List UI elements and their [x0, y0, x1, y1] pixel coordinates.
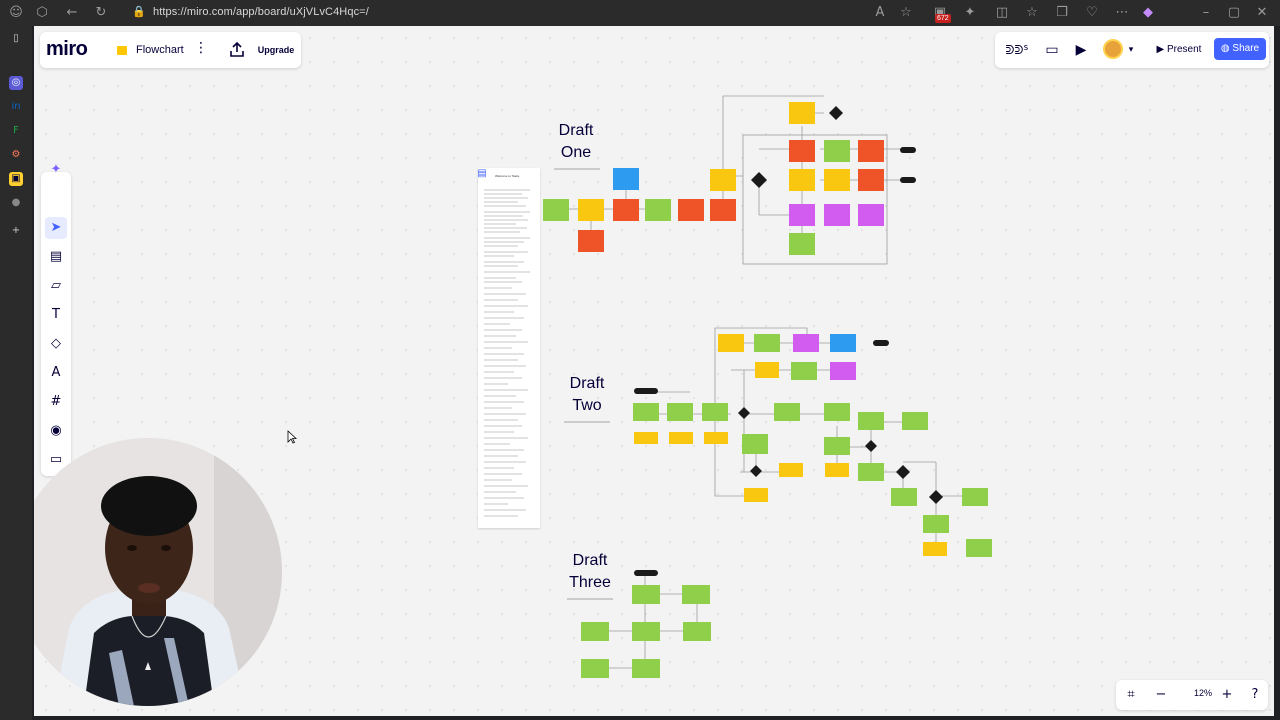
lock-icon: 🔒	[132, 5, 146, 18]
zoom-level[interactable]: 12%	[1194, 688, 1213, 698]
video-call-icon[interactable]: ▶	[1075, 42, 1087, 58]
ai-sparkle-icon[interactable]: ✦	[50, 162, 62, 177]
maximize-icon[interactable]: ▢	[1227, 5, 1241, 20]
document-icon: ▤	[477, 168, 487, 179]
collaboration-bar: ᕲᕲᔆ ▭ ▶ ▾ ▶ Present ◍ Share	[995, 32, 1269, 68]
split-screen-icon[interactable]: ◫	[995, 5, 1009, 20]
doc-text-lines	[484, 189, 530, 517]
url-text: https://miro.com/app/board/uXjVLvC4Hqc=/	[153, 6, 369, 18]
copilot-icon[interactable]: ◆	[1143, 5, 1153, 20]
apps-icon[interactable]: ◉	[50, 423, 62, 438]
sticky-note-icon[interactable]: ▱	[51, 278, 61, 293]
draft-three-label[interactable]: Draft Three	[556, 550, 624, 594]
refresh-icon[interactable]: ↻	[95, 5, 107, 20]
draft-three-line2: Three	[569, 574, 611, 591]
frame-tool-icon[interactable]: #	[50, 394, 62, 409]
collections-icon[interactable]: ❐	[1056, 5, 1068, 20]
browser-essentials-icon[interactable]: ♡	[1086, 5, 1098, 20]
browser-profile-icon[interactable]: ☺	[9, 5, 23, 20]
linkedin-icon[interactable]: in	[11, 101, 21, 112]
browser-sidebar: ▯ ◎ in F ⚙ ▣ ● +	[0, 26, 32, 720]
pen-tool-icon[interactable]: A	[51, 365, 61, 380]
text-tool-icon[interactable]: T	[52, 307, 60, 322]
chevron-down-icon[interactable]: ▾	[1128, 45, 1134, 55]
avatar[interactable]	[1103, 39, 1123, 59]
doc-title: Welcome to Tasks	[495, 174, 520, 178]
board-header: miro Flowchart ⋮ Upgrade	[40, 32, 301, 68]
chat-icon[interactable]: ▭	[1045, 42, 1059, 58]
share-label: Share	[1232, 43, 1260, 54]
zoom-controls: ⌗ − 12% + ?	[1116, 680, 1268, 710]
present-label: Present	[1167, 44, 1202, 55]
extension-badge: 672	[935, 14, 951, 23]
address-bar[interactable]: 🔒 https://miro.com/app/board/uXjVLvC4Hqc…	[122, 3, 964, 23]
board-canvas[interactable]: Welcome to Tasks	[34, 26, 1274, 716]
favorite-star-icon[interactable]: ☆	[900, 5, 912, 20]
app-icon-6[interactable]: ●	[11, 197, 21, 208]
draft-two-underline	[564, 421, 610, 423]
board-name[interactable]: Flowchart	[136, 44, 184, 56]
draft-three-underline	[567, 598, 613, 600]
tab-list-icon[interactable]: ▯	[13, 33, 19, 44]
hubspot-icon[interactable]: ⚙	[11, 149, 21, 160]
miro-app-icon[interactable]: ▣	[9, 172, 23, 186]
draft-three-line1: Draft	[572, 552, 608, 569]
more-icon[interactable]: ⋯	[1115, 5, 1129, 20]
upgrade-button[interactable]: Upgrade	[257, 45, 295, 55]
draft-two-label[interactable]: Draft Two	[553, 373, 621, 417]
draft-one-label[interactable]: Draft One	[542, 120, 610, 164]
board-menu-icon[interactable]: ⋮	[194, 40, 208, 56]
back-icon[interactable]: ←	[66, 5, 78, 20]
help-icon[interactable]: ?	[1251, 687, 1259, 702]
board-icon	[117, 46, 127, 55]
play-icon: ▶	[1156, 44, 1167, 55]
tab-actions-icon[interactable]: ⬡	[36, 5, 48, 20]
draft-two-line1: Draft	[569, 375, 605, 392]
present-button[interactable]: ▶ Present	[1150, 38, 1208, 62]
reactions-icon[interactable]: ᕲᕲᔆ	[1005, 43, 1029, 57]
share-button[interactable]: ◍ Share	[1214, 38, 1266, 60]
draft-one-line2: One	[560, 144, 592, 161]
globe-icon: ◍	[1220, 43, 1233, 54]
templates-icon[interactable]: ▤	[49, 249, 63, 264]
favorites-icon[interactable]: ☆	[1026, 5, 1038, 20]
draft-one-line1: Draft	[558, 122, 594, 139]
add-app-icon[interactable]: +	[11, 225, 21, 236]
mouse-cursor-icon	[287, 430, 297, 444]
draft-one-underline	[554, 168, 600, 170]
draft-two-line2: Two	[572, 397, 602, 414]
comment-icon[interactable]: ▭	[49, 452, 63, 467]
export-icon[interactable]	[228, 41, 246, 59]
minimize-icon[interactable]: –	[1202, 5, 1210, 20]
select-tool-icon[interactable]: ➤	[45, 217, 67, 239]
document-widget[interactable]: Welcome to Tasks	[478, 168, 540, 528]
zoom-out-icon[interactable]: −	[1155, 687, 1167, 702]
shapes-icon[interactable]: ◇	[51, 336, 61, 351]
app-icon-3[interactable]: F	[13, 125, 19, 136]
zoom-in-icon[interactable]: +	[1221, 687, 1233, 702]
miro-logo[interactable]: miro	[46, 38, 88, 60]
extensions-puzzle-icon[interactable]: ✦	[964, 5, 976, 20]
flowchart-diagrams	[543, 95, 992, 678]
browser-top-bar: ☺ ⬡ ← ↻ 🔒 https://miro.com/app/board/uXj…	[0, 0, 1280, 26]
app-icon-1[interactable]: ◎	[9, 76, 23, 90]
fit-to-screen-icon[interactable]: ⌗	[1127, 687, 1135, 702]
read-aloud-icon[interactable]: A	[875, 5, 885, 20]
close-window-icon[interactable]: ✕	[1256, 5, 1268, 20]
creation-toolbar: ✦ ➤ ▤ ▱ T ◇ A # ◉ ▭	[41, 162, 71, 476]
